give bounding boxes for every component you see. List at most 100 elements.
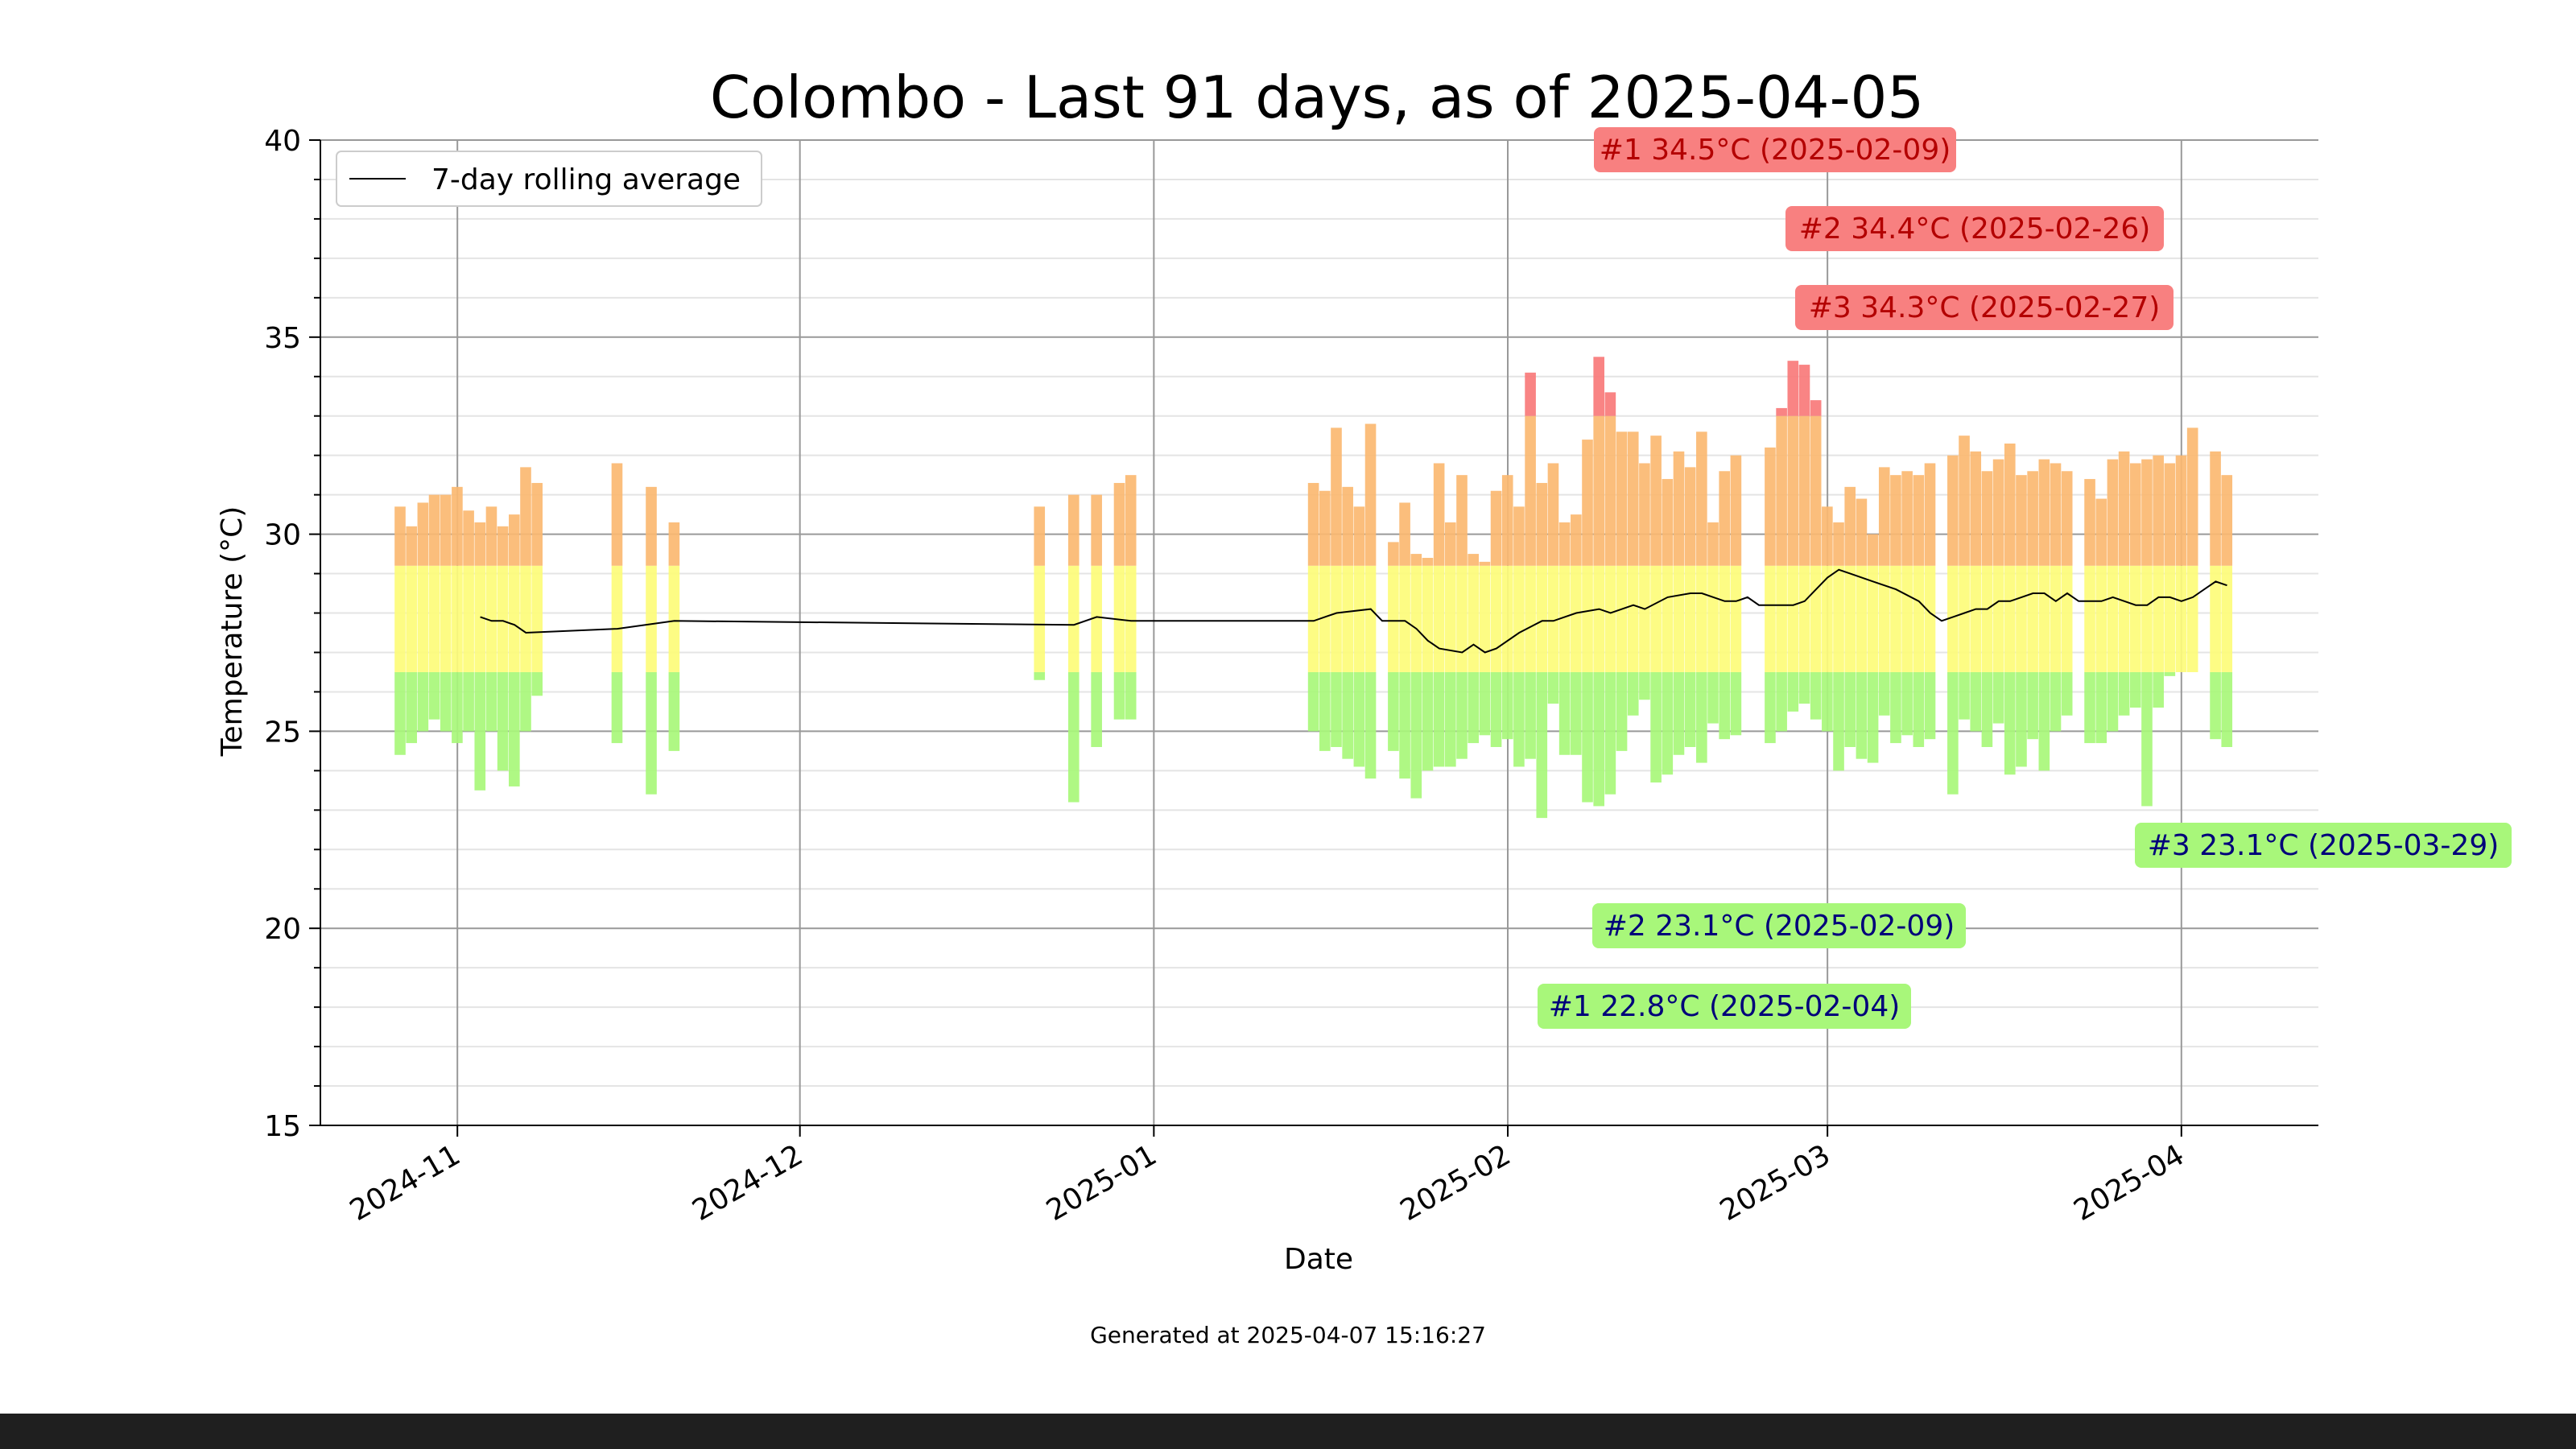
- temperature-bar-segment: [497, 526, 509, 566]
- temperature-bar: [1422, 557, 1434, 771]
- temperature-bar-segment: [1856, 671, 1868, 759]
- chart-title: Colombo - Last 91 days, as of 2025-04-05: [710, 64, 1924, 131]
- y-tick-label: 25: [264, 716, 301, 749]
- temperature-bar-segment: [406, 671, 417, 744]
- temperature-bar-segment: [1639, 671, 1650, 700]
- temperature-bar-segment: [2118, 565, 2130, 672]
- temperature-bar-segment: [1410, 554, 1422, 566]
- x-tick-label: 2025-04: [2069, 1138, 2190, 1228]
- temperature-bar-segment: [1593, 565, 1605, 672]
- temperature-bar-segment: [1571, 565, 1582, 672]
- temperature-bar: [2061, 471, 2073, 716]
- temperature-bar: [1776, 407, 1787, 732]
- temperature-bar: [1650, 436, 1662, 783]
- temperature-bar-segment: [1890, 475, 1901, 566]
- temperature-bar-segment: [1913, 475, 1925, 566]
- x-axis-label: Date: [1284, 1243, 1353, 1276]
- temperature-bar-segment: [2084, 565, 2095, 672]
- temperature-bar: [1353, 506, 1365, 767]
- temperature-bar-segment: [1662, 479, 1674, 566]
- temperature-bar-segment: [1319, 490, 1331, 566]
- temperature-bar-segment: [2027, 471, 2038, 566]
- temperature-bar-segment: [1558, 565, 1571, 672]
- temperature-bar-segment: [1410, 671, 1422, 799]
- temperature-bar-segment: [1707, 671, 1719, 724]
- temperature-bar-segment: [1125, 671, 1137, 720]
- temperature-bar: [1307, 482, 1319, 732]
- temperature-bar-segment: [1342, 565, 1353, 672]
- temperature-bar: [1890, 475, 1901, 744]
- temperature-bar-segment: [2095, 671, 2107, 744]
- temperature-bar-segment: [1091, 565, 1102, 672]
- temperature-bar-segment: [2095, 498, 2107, 566]
- temperature-bar-segment: [2129, 565, 2141, 672]
- temperature-bar-segment: [1684, 671, 1696, 747]
- temperature-bar: [428, 494, 440, 720]
- temperature-bar: [2027, 471, 2038, 740]
- temperature-bar-segment: [520, 467, 531, 566]
- rolling-average-line: [480, 568, 2227, 654]
- temperature-bar: [1113, 482, 1125, 720]
- temperature-bar-segment: [1525, 415, 1536, 566]
- temperature-bar: [1833, 522, 1844, 771]
- temperature-bar-segment: [1822, 671, 1833, 732]
- temperature-bar-segment: [2186, 427, 2198, 566]
- temperature-bar-segment: [2129, 671, 2141, 708]
- temperature-bar: [2118, 451, 2130, 716]
- temperature-bar-segment: [1034, 506, 1046, 566]
- temperature-bar-segment: [1307, 565, 1319, 672]
- temperature-bar-segment: [2084, 479, 2095, 566]
- temperature-bar-segment: [1319, 671, 1331, 751]
- temperature-bar-segment: [2107, 459, 2119, 566]
- temperature-bar-segment: [2210, 565, 2221, 672]
- y-tick-label: 15: [264, 1110, 301, 1143]
- temperature-bar-segment: [417, 671, 429, 732]
- max-label-2: #2 34.4°C (2025-02-26): [1799, 213, 2151, 246]
- temperature-bar-segment: [1331, 671, 1342, 747]
- temperature-bar-segment: [1468, 554, 1479, 566]
- temperature-bar-segment: [1992, 671, 2004, 724]
- temperature-bar-segment: [2004, 671, 2016, 775]
- temperature-bar-segment: [611, 565, 623, 672]
- temperature-bar-segment: [1445, 565, 1456, 672]
- temperature-bar-segment: [1388, 671, 1399, 751]
- temperature-bar-segment: [1422, 557, 1434, 566]
- temperature-bar: [1593, 357, 1605, 807]
- temperature-bar: [1319, 490, 1331, 751]
- temperature-bar-segment: [2004, 443, 2016, 566]
- temperature-bar-segment: [2095, 565, 2107, 672]
- temperature-bar-segment: [474, 565, 486, 672]
- max-label-1: #1 34.5°C (2025-02-09): [1600, 134, 1951, 167]
- temperature-bar-segment: [1810, 415, 1822, 566]
- temperature-bar: [1456, 475, 1468, 759]
- temperature-bar-segment: [1582, 565, 1593, 672]
- temperature-bar-segment: [1730, 671, 1742, 736]
- temperature-bar-segment: [1787, 415, 1799, 566]
- temperature-bar-segment: [646, 486, 657, 566]
- temperature-bar-segment: [509, 565, 520, 672]
- temperature-bar-segment: [1867, 534, 1879, 566]
- temperature-bar-segment: [1399, 671, 1410, 779]
- temperature-bar-segment: [1558, 522, 1571, 566]
- temperature-bar: [611, 463, 623, 744]
- temperature-bar: [2084, 479, 2095, 744]
- temperature-bar-segment: [2221, 671, 2233, 747]
- temperature-bar-segment: [417, 502, 429, 566]
- temperature-bar-segment: [1856, 565, 1868, 672]
- temperature-bar-segment: [2221, 565, 2233, 672]
- temperature-bar: [1901, 471, 1913, 736]
- temperature-bar-segment: [452, 565, 463, 672]
- temperature-bar-segment: [463, 671, 474, 732]
- temperature-bar-segment: [1867, 671, 1879, 763]
- temperature-bar-segment: [1616, 431, 1628, 566]
- temperature-bar-segment: [1719, 671, 1731, 740]
- temperature-bar: [1513, 506, 1525, 767]
- temperature-bar-segment: [1067, 671, 1080, 803]
- temperature-bar-segment: [2210, 671, 2221, 740]
- temperature-bar-segment: [509, 514, 520, 566]
- temperature-bar-segment: [1924, 463, 1936, 566]
- temperature-chart: 15 20 25 30 35 40 2024-11 2024-12 2025-01 2025-0…: [216, 64, 2512, 1348]
- temperature-bar-segment: [2141, 671, 2153, 807]
- temperature-bar-segment: [497, 671, 509, 771]
- temperature-bar: [2153, 455, 2164, 708]
